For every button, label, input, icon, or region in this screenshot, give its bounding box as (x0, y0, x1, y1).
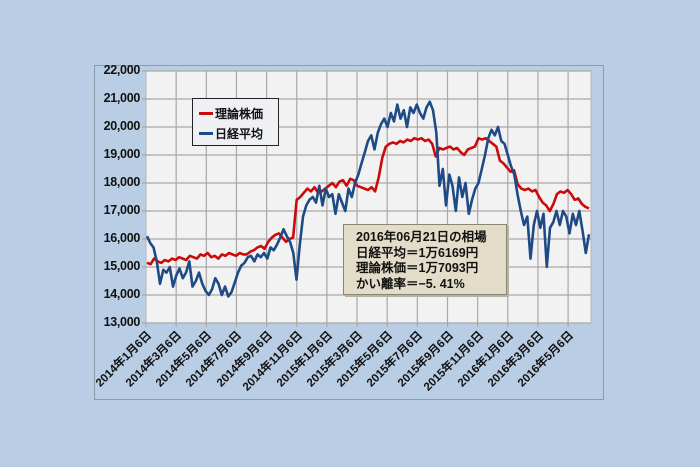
y-tick-label: 15,000 (103, 259, 141, 273)
summary-date: 2016年06月21日の相場 (356, 230, 487, 244)
legend: 理論株価 日経平均 (192, 98, 279, 146)
series-nikkei-average-line (145, 100, 591, 298)
y-tick-label: 17,000 (103, 203, 141, 217)
y-tick-label: 22,000 (103, 63, 141, 77)
y-tick-label: 21,000 (103, 91, 141, 105)
y-tick-label: 20,000 (103, 119, 141, 133)
legend-swatch-blue (199, 131, 213, 135)
legend-swatch-red (199, 111, 213, 115)
y-tick-label: 14,000 (103, 287, 141, 301)
summary-theoretical: 理論株価＝1万7093円 (356, 261, 479, 275)
legend-item-theoretical: 理論株価 (199, 105, 263, 121)
legend-label: 日経平均 (215, 126, 264, 141)
market-summary-box: 2016年06月21日の相場 日経平均＝1万6169円 理論株価＝1万7093円… (343, 224, 507, 295)
y-tick-label: 18,000 (103, 175, 141, 189)
y-tick-label: 16,000 (103, 231, 141, 245)
legend-label: 理論株価 (215, 106, 264, 121)
legend-item-nikkei: 日経平均 (199, 125, 263, 141)
summary-nikkei: 日経平均＝1万6169円 (356, 245, 479, 260)
y-tick-label: 19,000 (103, 147, 141, 161)
summary-divergence: かい離率＝−5. 41% (356, 276, 465, 291)
y-tick-label: 13,000 (103, 315, 141, 329)
